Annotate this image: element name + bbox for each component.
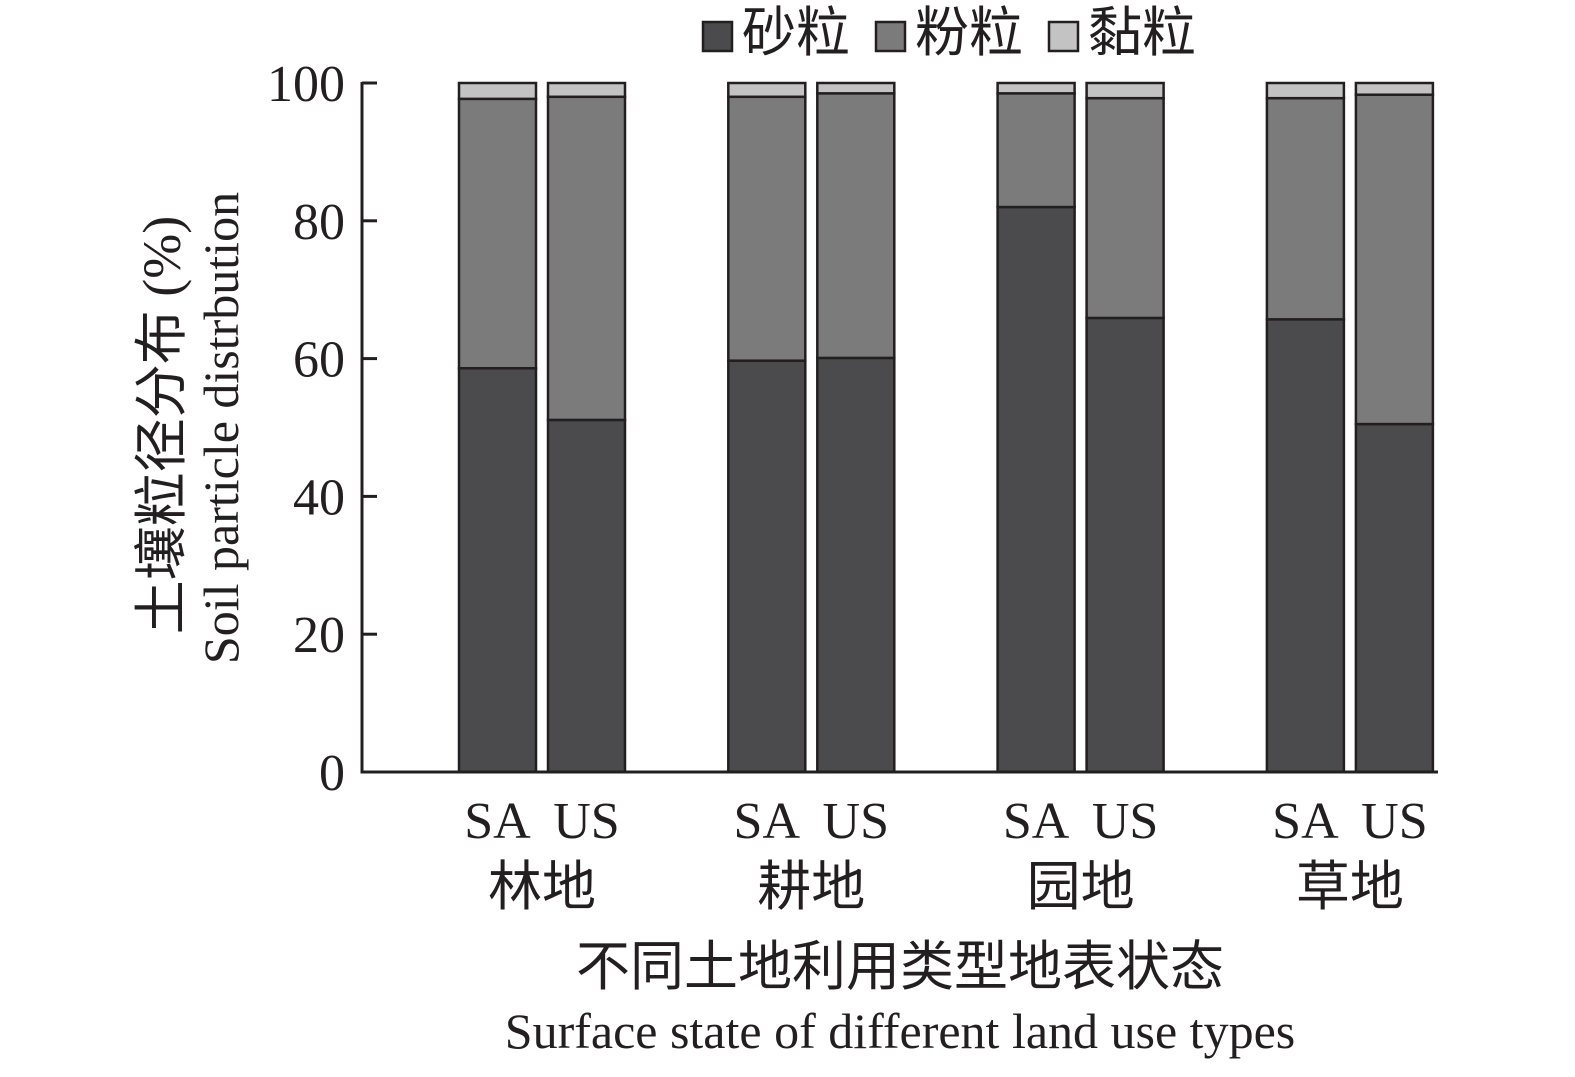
bar-segment-sand-7	[1265, 318, 1346, 774]
bar-segment-sand-1	[457, 367, 538, 774]
bar-6	[1085, 81, 1165, 774]
bar-segment-silt-6	[1085, 96, 1165, 320]
bar-segment-sand-8	[1354, 422, 1435, 774]
bar-7	[1265, 81, 1346, 774]
bar-segment-sand-5	[996, 205, 1076, 774]
y-tick-label-20: 20	[293, 607, 345, 664]
x-tick-label-3: SA	[734, 793, 801, 850]
x-tick-label-5: SA	[1003, 793, 1070, 850]
legend-swatch-clay	[1047, 20, 1080, 53]
bar-segment-sand-6	[1085, 316, 1165, 774]
bar-segment-clay-1	[457, 81, 538, 101]
legend-label-sand: 砂粒	[742, 3, 850, 63]
legend-label-silt: 粉粒	[915, 3, 1023, 63]
bar-segment-silt-2	[546, 95, 627, 422]
legend-swatch-sand	[701, 20, 734, 53]
x-group-label-3: 园地	[1027, 857, 1135, 917]
bar-segment-clay-5	[996, 81, 1076, 95]
x-group-label-1: 林地	[488, 857, 596, 917]
bar-segment-sand-4	[816, 356, 896, 774]
bar-3	[727, 81, 807, 774]
bar-segment-sand-3	[727, 359, 807, 774]
legend-swatch-silt	[874, 20, 907, 53]
bar-5	[996, 81, 1076, 774]
x-tick-label-4: US	[823, 793, 889, 850]
bar-8	[1354, 81, 1435, 774]
legend-label-clay: 黏粒	[1088, 3, 1196, 63]
y-axis-title-cn: 土壤粒径分布 (%)	[132, 216, 192, 634]
y-tick-label-60: 60	[293, 332, 345, 389]
bar-segment-silt-7	[1265, 96, 1346, 321]
x-axis-title-en: Surface state of different land use type…	[505, 1003, 1295, 1059]
bar-segment-clay-4	[816, 81, 896, 95]
bars	[457, 81, 1435, 774]
x-group-label-4: 草地	[1296, 857, 1404, 917]
x-tick-label-1: SA	[464, 793, 531, 850]
bar-2	[546, 81, 627, 774]
bar-segment-clay-6	[1085, 81, 1165, 100]
bar-4	[816, 81, 896, 774]
x-tick-label-7: SA	[1272, 793, 1339, 850]
x-tick-labels: SA US SA US SA US SA US	[464, 793, 1427, 850]
bar-segment-clay-8	[1354, 81, 1435, 96]
bar-1	[457, 81, 538, 774]
bar-segment-clay-3	[727, 81, 807, 99]
x-tick-label-2: US	[553, 793, 619, 850]
x-axis-title-cn: 不同土地利用类型地表状态	[576, 937, 1224, 997]
x-group-labels: 林地 耕地 园地 草地	[488, 857, 1404, 917]
y-tick-label-0: 0	[319, 745, 345, 802]
x-tick-label-6: US	[1092, 793, 1158, 850]
bar-segment-clay-7	[1265, 81, 1346, 100]
y-tick-label-40: 40	[293, 469, 345, 526]
bar-segment-silt-3	[727, 95, 807, 362]
bar-segment-silt-4	[816, 92, 896, 360]
x-group-label-2: 耕地	[757, 857, 865, 917]
y-tick-label-100: 100	[267, 56, 345, 113]
bar-segment-sand-2	[546, 418, 627, 774]
bar-segment-clay-2	[546, 81, 627, 99]
y-axis-title-en: Soil particle distrbution	[193, 192, 249, 664]
y-ticks: 0 20 40 60 80 100	[267, 56, 377, 802]
bar-segment-silt-1	[457, 97, 538, 370]
x-tick-label-8: US	[1361, 793, 1427, 850]
bar-segment-silt-5	[996, 92, 1076, 209]
bar-segment-silt-8	[1354, 93, 1435, 426]
legend: 砂粒 粉粒 黏粒	[701, 3, 1196, 63]
y-tick-label-80: 80	[293, 194, 345, 251]
